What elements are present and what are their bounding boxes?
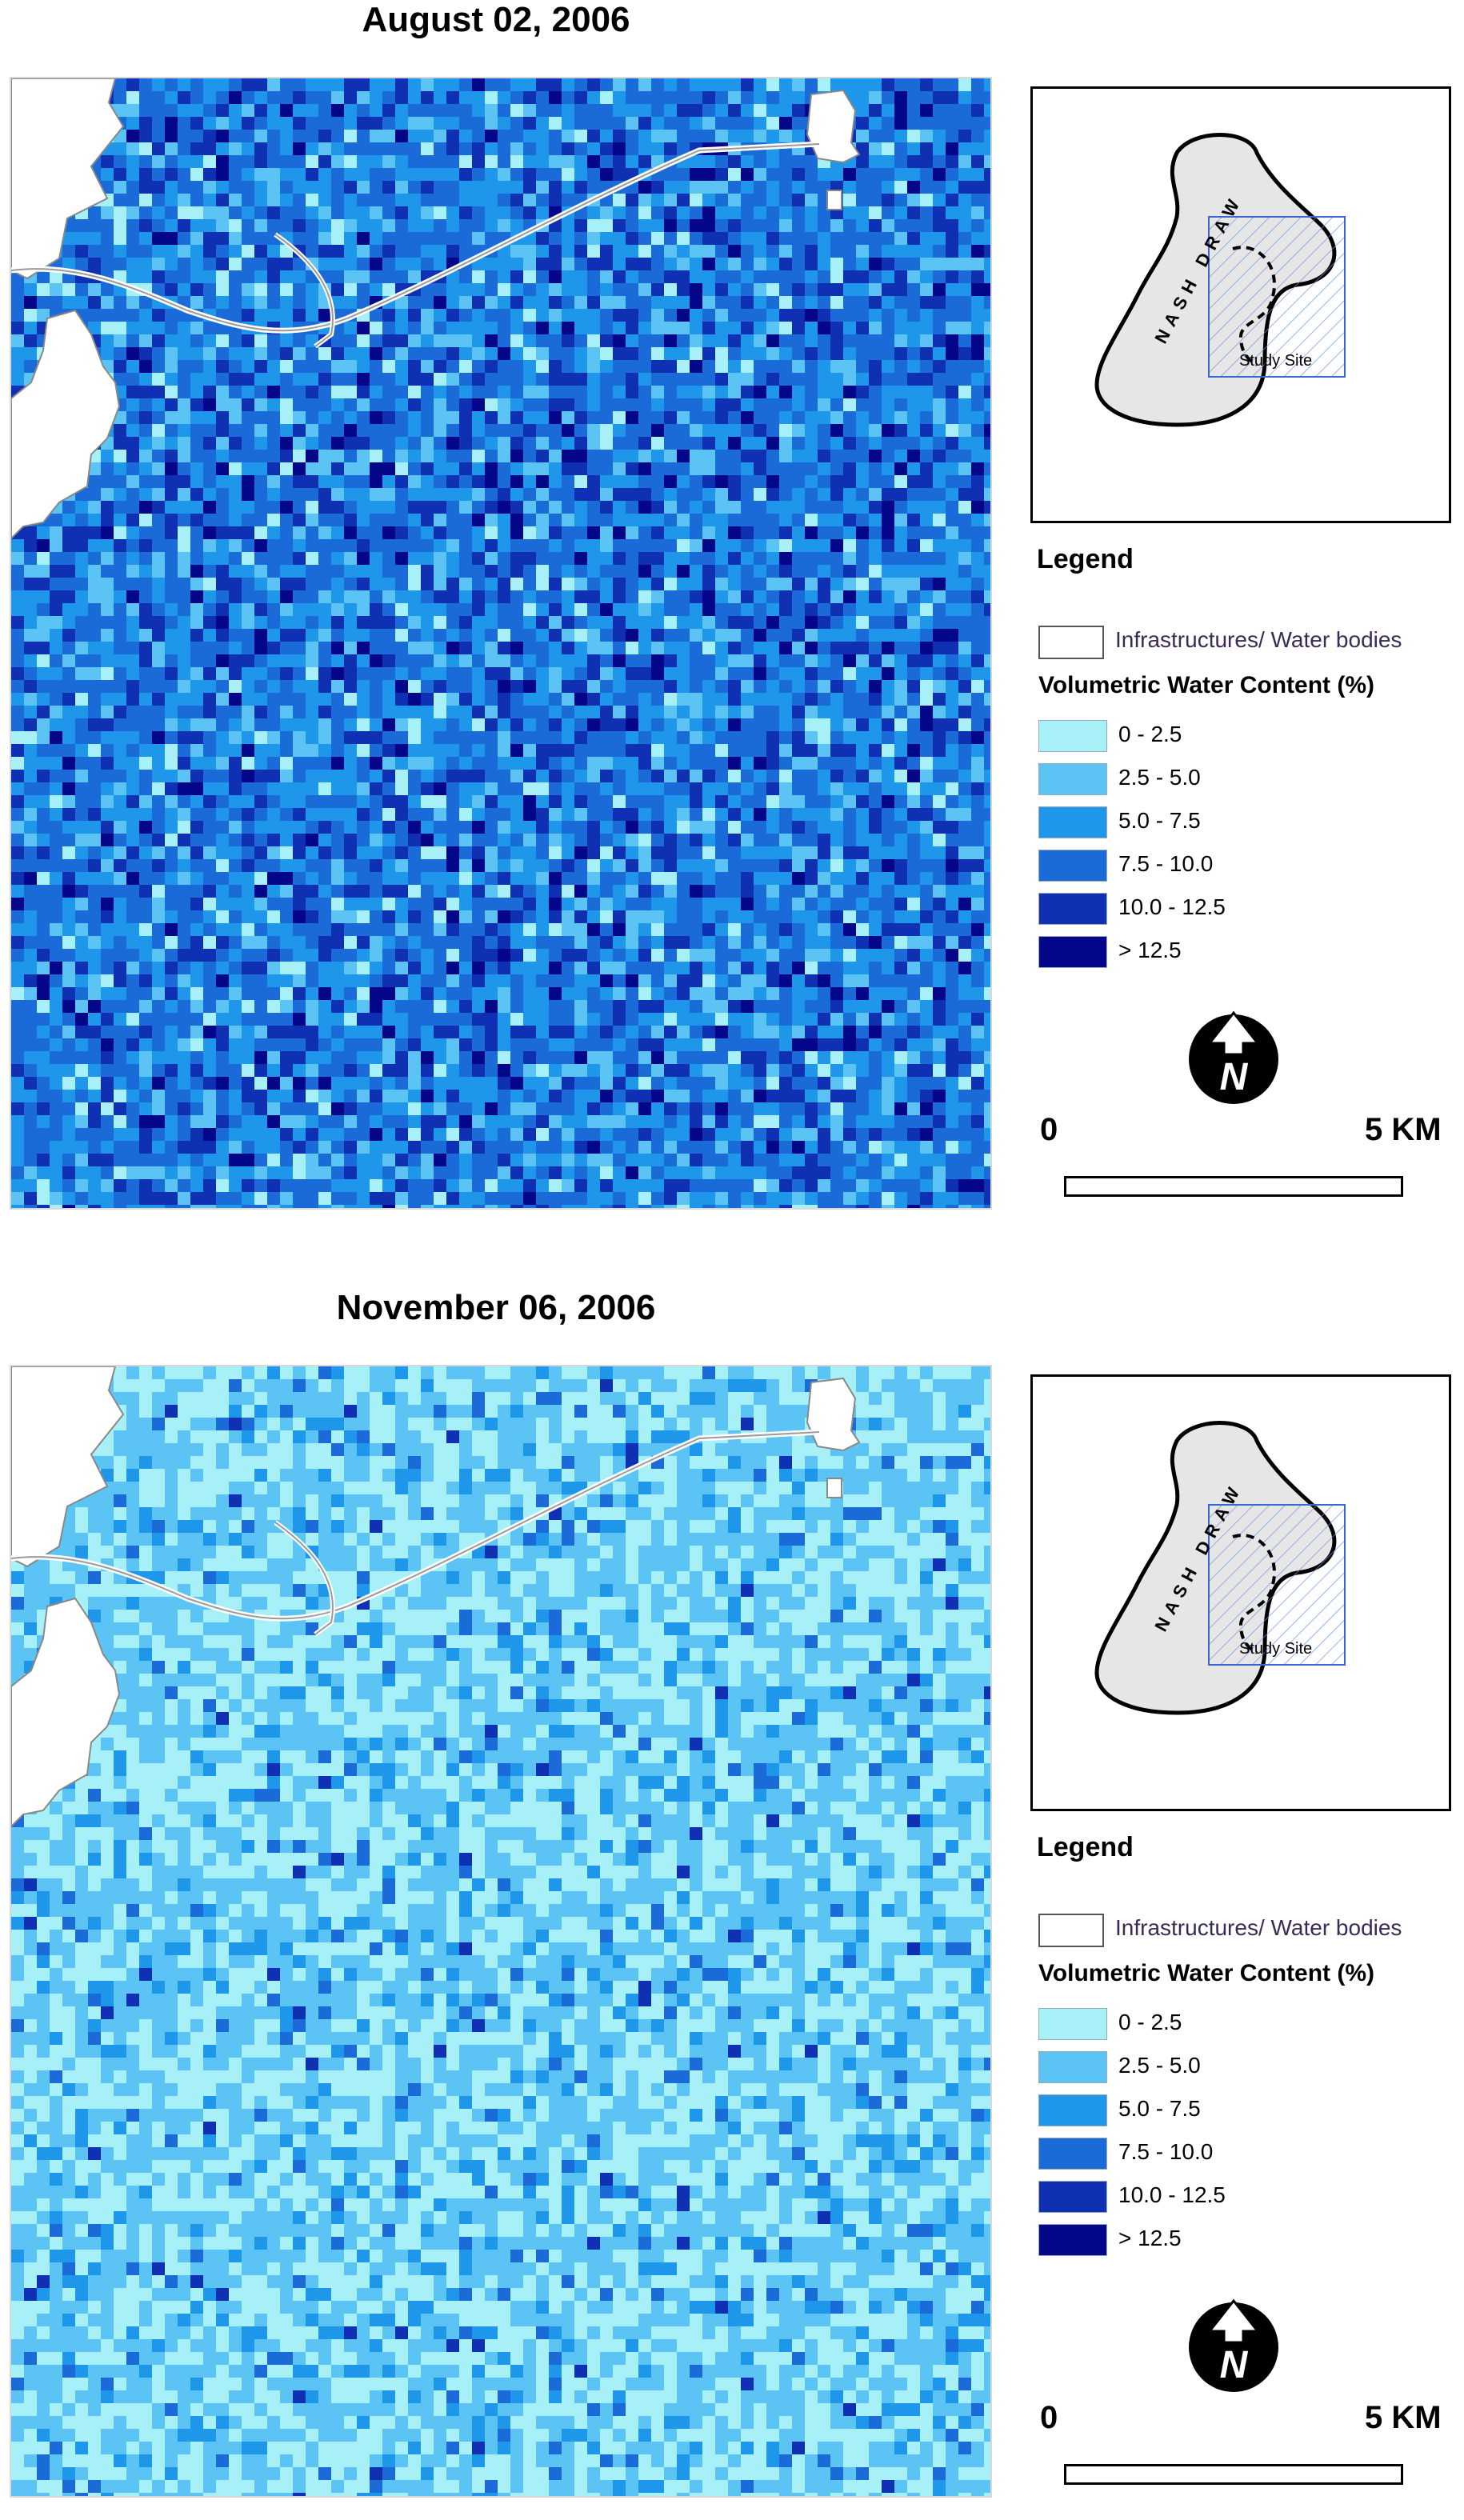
scale-max-label: 5 KM (1365, 1112, 1442, 1148)
north-label: N (1220, 1056, 1249, 1098)
class-label: 7.5 - 10.0 (1118, 2139, 1213, 2165)
north-arrow-icon: N (1184, 2294, 1283, 2394)
class-label: > 12.5 (1118, 2226, 1182, 2251)
class-label: 5.0 - 7.5 (1118, 808, 1201, 834)
soil-moisture-map (10, 1365, 992, 2498)
map-panel-november: November 06, 2006 (0, 1288, 1464, 2520)
class-swatch (1038, 2224, 1107, 2256)
class-label: > 12.5 (1118, 938, 1182, 963)
class-swatch (1038, 850, 1107, 882)
map-title: November 06, 2006 (0, 1288, 992, 1328)
class-swatch (1038, 2051, 1107, 2083)
north-label: N (1220, 2344, 1249, 2386)
class-label: 2.5 - 5.0 (1118, 2053, 1201, 2078)
class-label: 2.5 - 5.0 (1118, 765, 1201, 790)
class-swatch (1038, 2181, 1107, 2213)
class-label: 7.5 - 10.0 (1118, 851, 1213, 877)
class-swatch (1038, 2094, 1107, 2126)
class-label: 10.0 - 12.5 (1118, 894, 1226, 920)
legend-title: Legend (1037, 1832, 1134, 1863)
study-site-label: Study Site (1239, 1640, 1312, 1658)
infrastructure-label: Infrastructures/ Water bodies (1115, 1915, 1402, 1941)
class-swatch (1038, 763, 1107, 795)
class-swatch (1038, 893, 1107, 925)
class-swatch (1038, 720, 1107, 752)
scale-bar (1064, 1176, 1403, 1197)
soil-moisture-map (10, 77, 992, 1210)
location-inset-map: NASH DRAW Study Site (1030, 1374, 1451, 1811)
legend-title: Legend (1037, 544, 1134, 575)
scale-max-label: 5 KM (1365, 2400, 1442, 2436)
class-swatch (1038, 2138, 1107, 2170)
class-label: 0 - 2.5 (1118, 722, 1182, 747)
class-label: 10.0 - 12.5 (1118, 2182, 1226, 2208)
infrastructure-swatch (1038, 626, 1104, 659)
map-title: August 02, 2006 (0, 0, 992, 40)
class-label: 5.0 - 7.5 (1118, 2096, 1201, 2122)
class-swatch (1038, 806, 1107, 838)
scale-bar (1064, 2464, 1403, 2485)
infrastructure-swatch (1038, 1914, 1104, 1947)
study-site-label: Study Site (1239, 352, 1312, 370)
class-swatch (1038, 2008, 1107, 2040)
class-label: 0 - 2.5 (1118, 2010, 1182, 2035)
north-arrow-icon: N (1184, 1006, 1283, 1106)
vwc-legend-title: Volumetric Water Content (%) (1038, 672, 1374, 699)
scale-min-label: 0 (1040, 1112, 1058, 1148)
class-swatch (1038, 936, 1107, 968)
infrastructure-label: Infrastructures/ Water bodies (1115, 627, 1402, 653)
vwc-legend-title: Volumetric Water Content (%) (1038, 1960, 1374, 1987)
map-panel-august: August 02, 2006 (0, 0, 1464, 1232)
scale-min-label: 0 (1040, 2400, 1058, 2436)
location-inset-map: NASH DRAW Study Site (1030, 86, 1451, 523)
